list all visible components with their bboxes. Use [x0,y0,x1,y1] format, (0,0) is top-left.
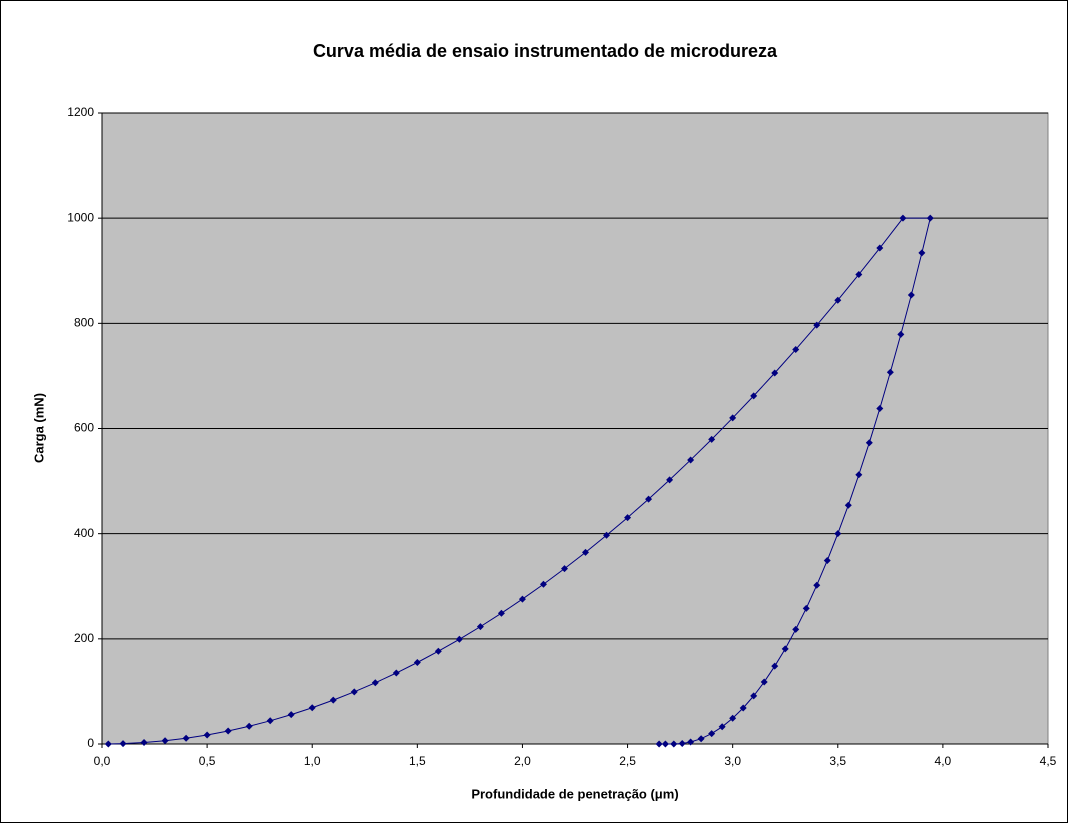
x-tick-label: 2,5 [619,754,636,768]
data-point [729,714,737,722]
x-tick-label: 4,5 [1040,754,1057,768]
data-point [582,548,590,556]
data-point [329,696,337,704]
data-point [771,369,779,377]
data-point [119,740,127,748]
data-point [918,249,926,257]
data-point [907,291,915,299]
x-tick-label: 0,0 [94,754,111,768]
data-point [687,456,695,464]
data-point [678,740,686,748]
data-point [434,647,442,655]
data-point [834,296,842,304]
data-point [518,595,526,603]
data-point [266,717,274,725]
data-point [666,476,674,484]
data-point [708,435,716,443]
data-point [476,623,484,631]
data-point [645,495,653,503]
data-point [624,514,632,522]
data-point [708,730,716,738]
data-point [823,556,831,564]
data-point [697,735,705,743]
data-point [855,471,863,479]
data-point [926,214,934,222]
data-point [655,740,663,748]
data-point [897,330,905,338]
y-tick-label: 800 [74,316,94,330]
data-point [802,604,810,612]
data-point [813,321,821,329]
data-point [539,580,547,588]
data-point [886,368,894,376]
data-point [876,405,884,413]
data-point [760,678,768,686]
data-point [392,669,400,677]
data-point [140,739,148,747]
x-tick-label: 2,0 [514,754,531,768]
x-axis-title: Profundidade de penetração (μm) [471,786,678,801]
y-tick-label: 200 [74,631,94,645]
data-point [750,392,758,400]
data-point [104,740,112,748]
data-point [687,738,695,746]
data-point [718,723,726,731]
data-point [729,414,737,422]
data-point [497,609,505,617]
data-point [371,679,379,687]
data-point [834,530,842,538]
y-axis-title: Carga (mN) [31,393,46,463]
data-point [750,692,758,700]
data-point [560,565,568,573]
chart-title: Curva média de ensaio instrumentado de m… [313,41,778,61]
data-point [245,722,253,730]
x-tick-label: 3,0 [724,754,741,768]
data-point [899,214,907,222]
data-point [792,625,800,633]
x-tick-label: 3,5 [829,754,846,768]
data-point [224,727,232,735]
data-point [670,740,678,748]
data-point [161,737,169,745]
x-tick-label: 1,5 [409,754,426,768]
data-point [182,734,190,742]
data-point [876,244,884,252]
y-tick-label: 1000 [67,210,94,224]
data-point [771,662,779,670]
data-point [865,439,873,447]
data-point [455,635,463,643]
data-point [350,688,358,696]
y-tick-label: 1200 [67,105,94,119]
data-point [287,711,295,719]
data-point [413,658,421,666]
data-point [813,581,821,589]
y-tick-label: 0 [87,736,94,750]
y-tick-label: 400 [74,526,94,540]
data-point [603,531,611,539]
data-point [855,270,863,278]
data-point [781,645,789,653]
data-point [844,501,852,509]
y-tick-label: 600 [74,421,94,435]
data-point [308,704,316,712]
x-tick-label: 4,0 [935,754,952,768]
data-point [792,345,800,353]
x-tick-label: 1,0 [304,754,321,768]
data-point [661,740,669,748]
data-point [203,731,211,739]
data-point [739,704,747,712]
x-tick-label: 0,5 [199,754,216,768]
